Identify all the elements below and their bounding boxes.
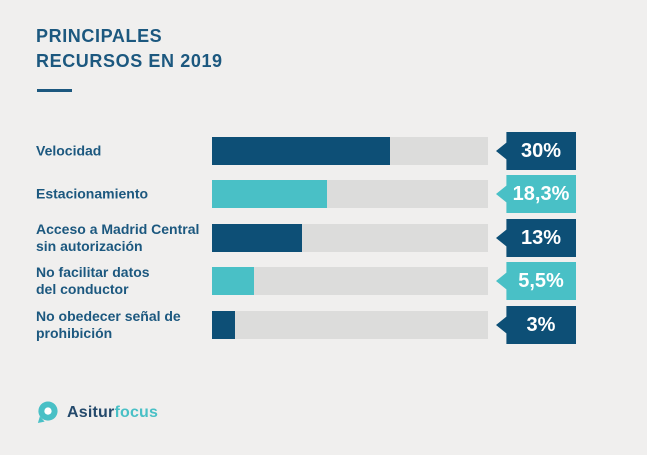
value-badge: 13%: [496, 219, 576, 257]
brand-logo: Asiturfocus: [36, 400, 158, 425]
brand-name-primary: Asitur: [67, 403, 115, 421]
chart-row: Velocidad 30%: [0, 132, 647, 170]
value-label: 18,3%: [512, 182, 570, 205]
category-label: Acceso a Madrid Central sin autorización: [36, 221, 200, 254]
value-label: 3%: [526, 313, 556, 336]
bar-track: [212, 137, 488, 165]
bar-fill: [212, 267, 254, 295]
chart-row: Acceso a Madrid Central sin autorización…: [0, 219, 647, 257]
asiturfocus-logo-icon: [37, 401, 58, 424]
value-badge: 30%: [496, 132, 576, 170]
bar-track: [212, 267, 488, 295]
bar-fill: [212, 224, 302, 252]
bar-fill: [212, 311, 235, 339]
value-label: 5,5%: [518, 269, 564, 292]
category-label: Estacionamiento: [36, 185, 149, 202]
value-label: 13%: [520, 226, 562, 249]
value-badge: 18,3%: [496, 175, 576, 213]
category-label: No obedecer señal de prohibición: [36, 308, 181, 341]
chart-row: No obedecer señal de prohibición 3%: [0, 306, 647, 344]
value-badge: 3%: [496, 306, 576, 344]
bar-fill: [212, 137, 391, 165]
chart-row: Estacionamiento 18,3%: [0, 175, 647, 213]
bar-fill: [212, 180, 328, 208]
brand-name: Asiturfocus: [67, 404, 158, 422]
page-title: PRINCIPALES RECURSOS EN 2019: [36, 26, 223, 71]
value-badge: 5,5%: [496, 262, 576, 300]
value-label: 30%: [520, 139, 562, 162]
brand-name-accent: focus: [114, 403, 159, 421]
bar-track: [212, 224, 488, 252]
category-label: Velocidad: [36, 142, 102, 159]
category-label: No facilitar datos del conductor: [36, 264, 150, 297]
chart-row: No facilitar datos del conductor 5,5%: [0, 262, 647, 300]
title-underline-dash: [37, 89, 72, 92]
bar-track: [212, 180, 488, 208]
bar-track: [212, 311, 488, 339]
